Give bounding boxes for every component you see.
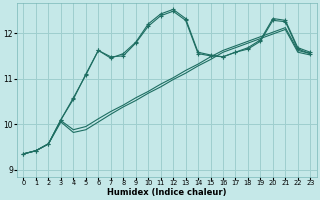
X-axis label: Humidex (Indice chaleur): Humidex (Indice chaleur) bbox=[107, 188, 227, 197]
